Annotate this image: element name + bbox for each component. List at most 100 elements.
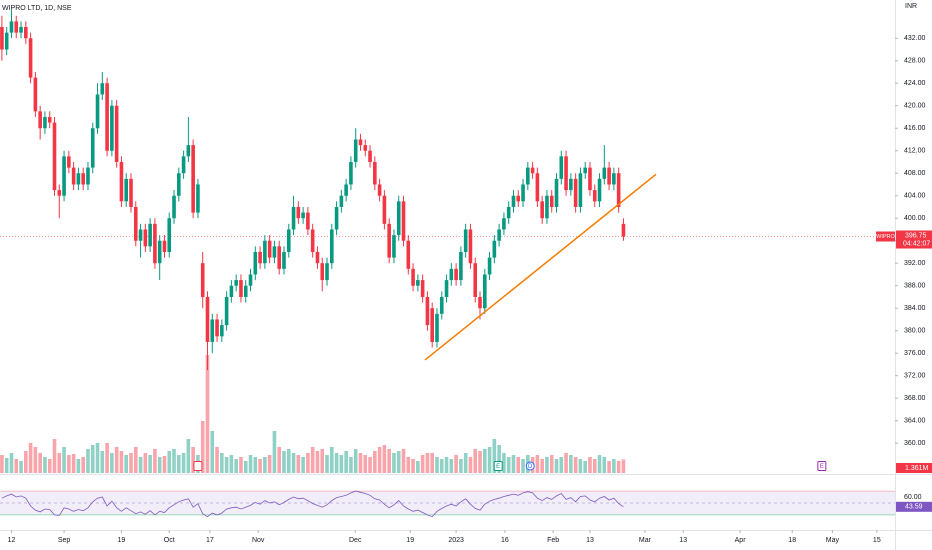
volume-bar bbox=[110, 453, 114, 473]
candle-body bbox=[358, 139, 363, 146]
volume-bar bbox=[95, 443, 100, 473]
candle-body bbox=[229, 285, 234, 297]
currency-label: INR bbox=[905, 3, 917, 10]
volume-bar bbox=[71, 454, 76, 473]
candle-body bbox=[511, 195, 516, 207]
volume-bar bbox=[564, 453, 568, 473]
volume-bar bbox=[229, 455, 234, 473]
volume-bar bbox=[416, 461, 420, 473]
candle-body bbox=[334, 206, 339, 230]
y-tick-label: 368.00 bbox=[904, 395, 926, 402]
candle-body bbox=[243, 285, 248, 297]
volume-bar bbox=[349, 457, 353, 473]
event-marker bbox=[817, 461, 827, 471]
volume-bar bbox=[334, 453, 339, 473]
rsi-tag bbox=[896, 501, 932, 512]
volume-bar bbox=[286, 449, 291, 473]
candle-body bbox=[167, 218, 172, 252]
candle-body bbox=[588, 167, 592, 191]
volume-bar bbox=[200, 421, 205, 473]
x-tick-label: Feb bbox=[547, 537, 559, 544]
volume-bar bbox=[612, 459, 616, 473]
candle-body bbox=[339, 195, 344, 207]
rsi-line bbox=[1, 490, 624, 518]
volume-bar bbox=[554, 459, 559, 473]
x-tick-label: Dec bbox=[349, 537, 362, 544]
x-tick-label: 12 bbox=[8, 537, 16, 544]
candle-body bbox=[9, 21, 14, 33]
volume-bar bbox=[100, 451, 105, 473]
candle-body bbox=[449, 268, 454, 281]
y-tick-label: 400.00 bbox=[904, 215, 926, 222]
volume-bar bbox=[186, 439, 191, 473]
candle-body bbox=[559, 156, 564, 179]
candle-body bbox=[28, 38, 33, 78]
candle-body bbox=[545, 195, 549, 219]
candle-body bbox=[105, 83, 109, 151]
volume-bar bbox=[482, 449, 487, 473]
volume-bar bbox=[396, 451, 401, 473]
rsi-tick-label: 60.00 bbox=[904, 494, 922, 501]
candle-body bbox=[215, 319, 219, 337]
candle-body bbox=[497, 229, 501, 241]
volume-bar bbox=[119, 451, 124, 473]
volume-bar bbox=[406, 457, 411, 473]
volume-bar bbox=[62, 447, 66, 473]
candle-body bbox=[506, 206, 511, 219]
candle-body bbox=[186, 145, 191, 157]
volume-bar bbox=[105, 443, 109, 473]
y-tick-label: 360.00 bbox=[904, 440, 926, 447]
volume-bar bbox=[439, 459, 444, 473]
candle-body bbox=[138, 229, 143, 241]
volume-bar bbox=[449, 459, 454, 473]
candle-body bbox=[473, 263, 478, 297]
volume-bar bbox=[124, 455, 129, 473]
candle-body bbox=[487, 257, 492, 275]
candle-body bbox=[377, 184, 382, 196]
volume-bar bbox=[353, 449, 358, 473]
volume-bar bbox=[607, 461, 611, 473]
volume-bar bbox=[444, 457, 449, 473]
volume-bar bbox=[47, 459, 52, 473]
y-tick-label: 408.00 bbox=[904, 170, 926, 177]
candle-body bbox=[47, 116, 52, 123]
candle-body bbox=[114, 105, 119, 162]
candle-body bbox=[43, 116, 47, 129]
candle-body bbox=[344, 184, 348, 196]
candle-body bbox=[253, 251, 258, 275]
candle-body bbox=[502, 218, 506, 230]
volume-bar bbox=[129, 453, 133, 473]
candle-body bbox=[124, 178, 129, 202]
candle-body bbox=[172, 195, 176, 219]
volume-bar bbox=[14, 459, 19, 473]
x-tick-label: 15 bbox=[873, 537, 881, 544]
candle-body bbox=[220, 325, 224, 337]
candle-body bbox=[0, 26, 4, 50]
candle-body bbox=[368, 150, 372, 162]
volume-bar bbox=[616, 461, 621, 473]
candle-body bbox=[521, 184, 525, 202]
volume-bar bbox=[153, 449, 157, 473]
candle-body bbox=[526, 167, 530, 185]
volume-bar bbox=[114, 447, 119, 473]
volume-bar bbox=[435, 457, 439, 473]
candle-body bbox=[406, 240, 411, 269]
volume-bar bbox=[506, 457, 511, 473]
candle-body bbox=[177, 173, 181, 196]
volume-bar bbox=[224, 457, 229, 473]
candle-body bbox=[143, 229, 148, 247]
event-marker bbox=[493, 461, 503, 471]
volume-bar bbox=[172, 449, 176, 473]
candle-body bbox=[133, 206, 138, 241]
volume-bar bbox=[621, 459, 626, 473]
candle-body bbox=[224, 296, 229, 326]
candle-body bbox=[210, 319, 215, 342]
candle-body bbox=[592, 190, 597, 202]
volume-bar bbox=[339, 455, 344, 473]
y-tick-label: 384.00 bbox=[904, 305, 926, 312]
volume-bar bbox=[392, 453, 396, 473]
candle-body bbox=[267, 240, 272, 258]
candle-body bbox=[607, 167, 611, 185]
volume-bar bbox=[454, 455, 458, 473]
candle-body bbox=[540, 201, 544, 219]
